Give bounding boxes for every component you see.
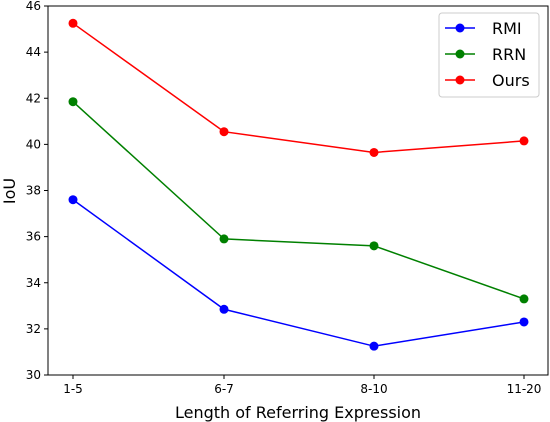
legend-label-ours: Ours [492, 71, 530, 90]
y-tick-label: 46 [26, 0, 41, 13]
y-tick-label: 44 [26, 45, 41, 59]
legend-marker-rmi [455, 23, 465, 33]
series-line-rmi [72, 199, 525, 347]
series-line-rrn [72, 101, 525, 300]
y-tick-label: 34 [26, 276, 41, 290]
legend: RMI RRN Ours [438, 12, 540, 98]
data-point-rmi [369, 341, 379, 351]
data-point-rmi [519, 317, 529, 327]
x-tick-label: 6-7 [214, 382, 234, 396]
legend-box [438, 12, 540, 98]
data-point-ours [369, 147, 379, 157]
data-point-ours [68, 18, 78, 28]
x-tick-label: 11-20 [507, 382, 542, 396]
x-tick-label: 8-10 [360, 382, 387, 396]
y-tick-label: 32 [26, 322, 41, 336]
x-axis-label: Length of Referring Expression [175, 403, 421, 422]
series-line-ours [72, 22, 525, 154]
y-tick-label: 36 [26, 230, 41, 244]
data-point-ours [519, 136, 529, 146]
x-axis-ticks: 1-5 6-7 8-10 11-20 [63, 375, 541, 396]
legend-marker-ours [455, 75, 465, 85]
x-tick-label: 1-5 [63, 382, 83, 396]
data-point-rrn [369, 241, 379, 251]
legend-label-rrn: RRN [492, 45, 526, 64]
data-point-rrn [68, 97, 78, 107]
y-tick-label: 38 [26, 184, 41, 198]
y-tick-label: 30 [26, 368, 41, 382]
data-point-rrn [519, 294, 529, 304]
legend-marker-rrn [455, 49, 465, 59]
data-point-ours [219, 127, 229, 137]
y-tick-label: 40 [26, 137, 41, 151]
y-tick-label: 42 [26, 91, 41, 105]
data-point-rrn [219, 234, 229, 244]
y-axis-label: IoU [0, 178, 19, 204]
y-axis-ticks: 30 32 34 36 38 40 42 44 46 [26, 0, 48, 382]
legend-label-rmi: RMI [492, 19, 522, 38]
series-layer [68, 18, 529, 351]
data-point-rmi [219, 304, 229, 314]
data-point-rmi [68, 195, 78, 205]
